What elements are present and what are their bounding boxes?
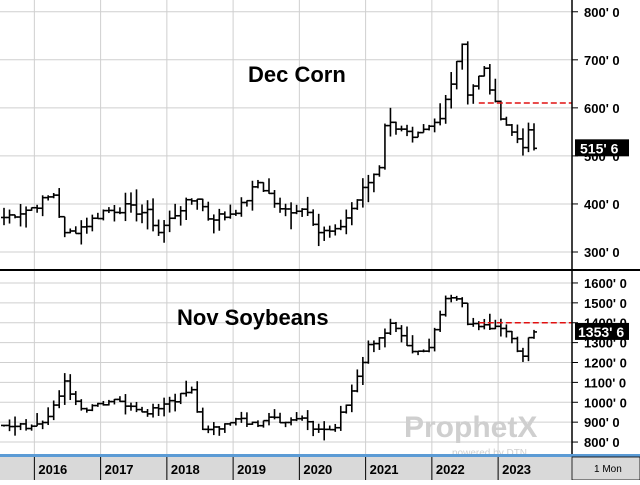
soy-last-price-background [575, 322, 629, 340]
year-label: 2023 [502, 462, 531, 477]
watermark-brand: ProphetX [404, 411, 537, 444]
corn-last-price-background [575, 139, 629, 157]
date-axis-strip [0, 454, 640, 480]
year-label: 2018 [171, 462, 200, 477]
corn-tick-label: 800' 0 [584, 5, 620, 20]
prophetx-watermark: ProphetX powered by DTN [404, 411, 537, 459]
corn-tick-label: 400' 0 [584, 197, 620, 212]
soy-tick-label: 1500' 0 [584, 296, 627, 311]
corn-tick-label: 300' 0 [584, 245, 620, 260]
soy-tick-label: 1200' 0 [584, 356, 627, 371]
year-gridlines [33, 0, 499, 454]
corn-chart-title: Dec Corn [248, 62, 346, 87]
soy-price-bars [1, 294, 537, 441]
date-axis-accent [0, 454, 640, 457]
corn-last-price-box: 515' 6 [575, 139, 629, 157]
corn-price-bars [1, 41, 537, 247]
year-axis-labels: 2016 2017 2018 2019 2020 2021 2022 2023 [33, 457, 531, 480]
soy-chart-title: Nov Soybeans [177, 305, 329, 330]
corn-tick-label: 700' 0 [584, 53, 620, 68]
soy-last-price: 1353' 6 [578, 324, 624, 340]
soy-last-price-box: 1353' 6 [575, 322, 629, 340]
year-label: 2020 [303, 462, 332, 477]
year-label: 2016 [38, 462, 67, 477]
soy-tick-label: 1100' 0 [584, 375, 626, 390]
interval-label: 1 Mon [594, 464, 622, 475]
year-label: 2021 [370, 462, 399, 477]
soy-gridlines [0, 282, 572, 443]
corn-tick-label: 600' 0 [584, 101, 620, 116]
soy-tick-label: 900' 0 [584, 415, 620, 430]
year-label: 2022 [436, 462, 465, 477]
year-label: 2017 [105, 462, 134, 477]
soy-tick-label: 1600' 0 [584, 276, 627, 291]
soy-tick-label: 800' 0 [584, 435, 620, 450]
year-label: 2019 [237, 462, 266, 477]
soy-tick-label: 1000' 0 [584, 395, 627, 410]
corn-last-price: 515' 6 [580, 140, 619, 156]
watermark-tagline: powered by DTN [452, 448, 527, 459]
